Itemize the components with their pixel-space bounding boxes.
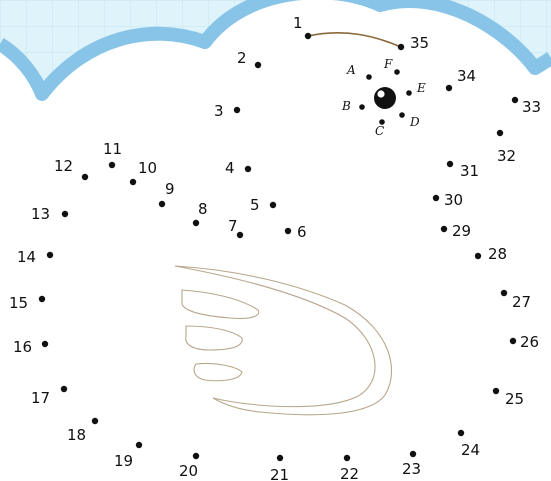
dot-29[interactable] <box>440 225 448 233</box>
dot-label-5: 5 <box>250 196 260 214</box>
dot-32[interactable] <box>496 129 504 137</box>
dot-label-19: 19 <box>114 452 133 470</box>
dot-16[interactable] <box>41 340 49 348</box>
dot-7[interactable] <box>236 231 244 239</box>
dot-label-17: 17 <box>31 389 50 407</box>
dot-label-30: 30 <box>444 191 463 209</box>
letter-label-F: F <box>383 57 393 71</box>
dot-18[interactable] <box>91 417 99 425</box>
dot-label-13: 13 <box>31 205 50 223</box>
dot-17[interactable] <box>60 385 68 393</box>
dot-31[interactable] <box>446 160 454 168</box>
dot-label-15: 15 <box>9 294 28 312</box>
letter-dot-B[interactable] <box>359 104 365 110</box>
dot-label-10: 10 <box>138 159 157 177</box>
dot-30[interactable] <box>432 194 440 202</box>
letter-dot-E[interactable] <box>406 90 412 96</box>
dot-9[interactable] <box>158 200 166 208</box>
dot-24[interactable] <box>457 429 465 437</box>
dot-label-1: 1 <box>293 14 303 32</box>
dot-28[interactable] <box>474 252 482 260</box>
dot-23[interactable] <box>409 450 417 458</box>
letter-label-B: B <box>341 99 351 113</box>
dot-label-28: 28 <box>488 245 507 263</box>
dot-label-21: 21 <box>270 466 289 481</box>
dot-label-33: 33 <box>522 98 541 116</box>
letter-label-D: D <box>409 115 420 129</box>
letter-label-A: A <box>346 63 356 77</box>
dot-15[interactable] <box>38 295 46 303</box>
cloud-border <box>0 0 551 101</box>
dot-label-24: 24 <box>461 441 480 459</box>
dot-label-31: 31 <box>460 162 479 180</box>
dot-label-8: 8 <box>198 200 208 218</box>
wing-outline-icon <box>174 265 392 416</box>
letter-dot-A[interactable] <box>366 74 372 80</box>
dot-label-11: 11 <box>103 140 122 158</box>
dot-1[interactable] <box>304 32 312 40</box>
dot-label-25: 25 <box>505 390 524 408</box>
letter-dot-F[interactable] <box>394 69 400 75</box>
dot-label-3: 3 <box>214 102 224 120</box>
dot-label-29: 29 <box>452 222 471 240</box>
dot-8[interactable] <box>192 219 200 227</box>
dot-label-4: 4 <box>225 159 235 177</box>
dot-34[interactable] <box>445 84 453 92</box>
dot-26[interactable] <box>509 337 517 345</box>
dot-6[interactable] <box>284 227 292 235</box>
dot-label-23: 23 <box>402 460 421 478</box>
dot-11[interactable] <box>108 161 116 169</box>
letter-dot-C[interactable] <box>379 119 385 125</box>
dot-label-22: 22 <box>340 465 359 481</box>
dot-label-18: 18 <box>67 426 86 444</box>
dot-3[interactable] <box>233 106 241 114</box>
dot-25[interactable] <box>492 387 500 395</box>
dot-label-14: 14 <box>17 248 36 266</box>
dot-35[interactable] <box>397 43 405 51</box>
dot-22[interactable] <box>343 454 351 462</box>
dot-20[interactable] <box>192 452 200 460</box>
letter-dots: A F E B C D <box>341 57 426 138</box>
dot-label-20: 20 <box>179 462 198 480</box>
dot-12[interactable] <box>81 173 89 181</box>
dot-label-6: 6 <box>297 223 307 241</box>
dot-label-9: 9 <box>165 180 175 198</box>
dot-21[interactable] <box>276 454 284 462</box>
dot-14[interactable] <box>46 251 54 259</box>
dot-5[interactable] <box>269 201 277 209</box>
dot-label-26: 26 <box>520 333 539 351</box>
dot-33[interactable] <box>511 96 519 104</box>
dot-label-27: 27 <box>512 293 531 311</box>
letter-dot-D[interactable] <box>399 112 405 118</box>
dot-label-16: 16 <box>13 338 32 356</box>
dot-label-35: 35 <box>410 34 429 52</box>
dot-label-12: 12 <box>54 157 73 175</box>
dot-13[interactable] <box>61 210 69 218</box>
dot-2[interactable] <box>254 61 262 69</box>
dot-label-7: 7 <box>228 217 238 235</box>
eye-icon <box>374 87 396 109</box>
dot-label-34: 34 <box>457 67 476 85</box>
dot-label-32: 32 <box>497 147 516 165</box>
letter-label-E: E <box>416 81 426 95</box>
connect-line-1-35 <box>307 31 402 48</box>
dot-19[interactable] <box>135 441 143 449</box>
dot-27[interactable] <box>500 289 508 297</box>
dot-label-2: 2 <box>237 49 247 67</box>
dot-4[interactable] <box>244 165 252 173</box>
dot-10[interactable] <box>129 178 137 186</box>
letter-label-C: C <box>375 124 384 138</box>
